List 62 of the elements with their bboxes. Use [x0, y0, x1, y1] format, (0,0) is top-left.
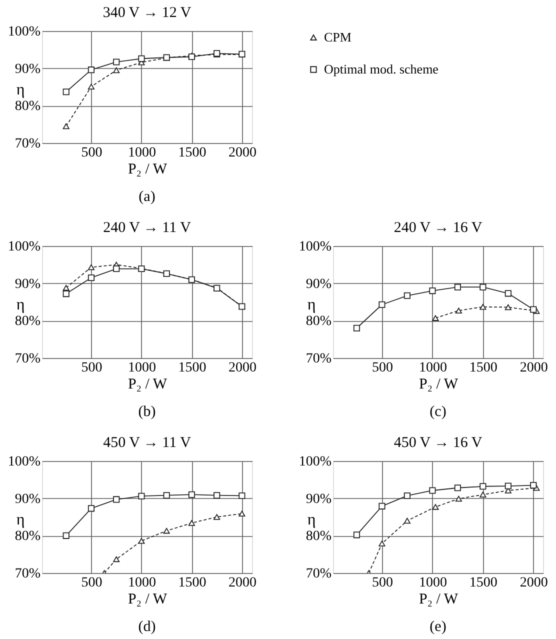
chart-title: 340 V → 12 V: [102, 5, 192, 21]
legend-label: CPM: [324, 30, 352, 44]
x-tick-label: 1500: [178, 146, 206, 160]
text: (e): [430, 619, 446, 635]
x-tick-label: 1000: [128, 360, 156, 376]
y-tick-label: 80%: [306, 314, 332, 330]
x-tick-label: 1000: [128, 576, 156, 590]
text: (a): [138, 189, 156, 205]
x-tick-label: 1500: [178, 360, 206, 376]
y-tick-label: 70%: [306, 352, 332, 366]
y-tick-label: 70%: [14, 566, 41, 582]
y-tick-label: 80%: [14, 529, 41, 544]
x-tick-label: 1000: [128, 146, 156, 160]
x-tick-label: 2000: [520, 576, 548, 590]
x-tick-label: 1500: [178, 576, 206, 590]
x-tick-label: 500: [81, 360, 102, 376]
x-tick-label: 500: [81, 576, 102, 590]
text: (c): [430, 404, 446, 420]
y-tick-label: 100%: [8, 24, 41, 40]
x-tick-label: 1500: [469, 576, 498, 590]
y-axis-title: η: [307, 296, 316, 314]
y-tick-label: 90%: [14, 276, 41, 292]
y-tick-label: 90%: [14, 62, 41, 77]
y-tick-label: 80%: [306, 529, 332, 544]
y-tick-label: 100%: [8, 240, 41, 254]
x-axis-title: P₂ / W: [128, 162, 168, 178]
chart-title: 240 V → 16 V: [394, 220, 482, 236]
x-tick-label: 500: [372, 360, 393, 376]
legend-label: Optimal mod. scheme: [324, 62, 439, 76]
text: (d): [138, 619, 156, 635]
y-axis-title: η: [307, 512, 316, 529]
x-tick-label: 1500: [469, 360, 498, 376]
chart-title: 450 V → 16 V: [394, 435, 482, 451]
y-tick-label: 80%: [14, 99, 41, 114]
x-tick-label: 2000: [228, 360, 256, 376]
y-tick-label: 80%: [14, 314, 41, 330]
y-tick-label: 90%: [14, 492, 41, 507]
y-axis-title: η: [16, 296, 25, 314]
x-tick-label: 2000: [520, 360, 548, 376]
y-tick-label: 100%: [298, 240, 332, 254]
x-axis-title: P₂ / W: [418, 592, 459, 608]
chart-title: 450 V → 11 V: [103, 435, 192, 451]
x-tick-label: 500: [372, 576, 393, 590]
y-tick-label: 100%: [298, 454, 332, 470]
chart-title: 240 V → 11 V: [103, 220, 192, 236]
y-tick-label: 100%: [8, 454, 41, 470]
y-tick-label: 90%: [306, 492, 332, 507]
x-tick-label: 1000: [418, 576, 447, 590]
y-tick-label: 70%: [14, 136, 41, 152]
y-axis-title: η: [16, 512, 25, 529]
x-tick-label: 2000: [228, 146, 256, 160]
x-tick-label: 500: [81, 146, 102, 160]
x-axis-title: P₂ / W: [128, 376, 168, 392]
x-tick-label: 2000: [228, 576, 256, 590]
text: (b): [138, 404, 156, 420]
y-axis-title: η: [16, 82, 25, 99]
y-tick-label: 70%: [14, 352, 41, 366]
x-axis-title: P₂ / W: [128, 592, 168, 608]
x-tick-label: 1000: [418, 360, 447, 376]
y-tick-label: 70%: [306, 566, 332, 582]
y-tick-label: 90%: [306, 276, 332, 292]
x-axis-title: P₂ / W: [418, 376, 459, 392]
